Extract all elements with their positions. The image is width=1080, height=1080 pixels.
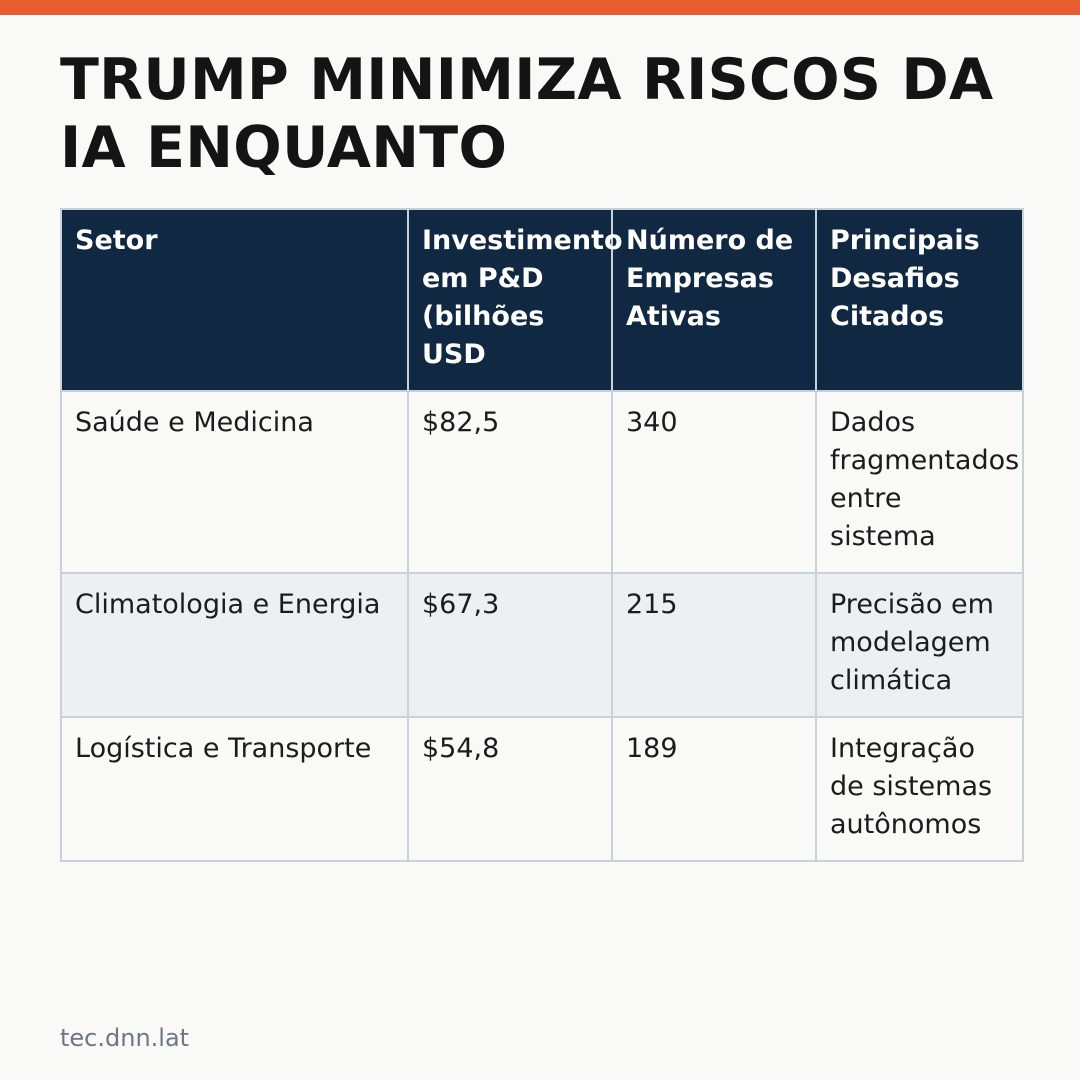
cell-desafios: Precisão em modelagem climática bbox=[815, 572, 1024, 718]
table-row: Logística e Transporte $54,8 189 Integra… bbox=[60, 716, 1024, 862]
cell-investimento: $54,8 bbox=[407, 716, 613, 862]
table-row: Climatologia e Energia $67,3 215 Precisã… bbox=[60, 572, 1024, 718]
cell-setor: Logística e Transporte bbox=[60, 716, 409, 862]
column-header-desafios: Principais Desafios Citados bbox=[815, 208, 1024, 392]
cell-investimento: $82,5 bbox=[407, 390, 613, 574]
cell-investimento: $67,3 bbox=[407, 572, 613, 718]
cell-desafios: Integração de sistemas autônomos bbox=[815, 716, 1024, 862]
table-row: Saúde e Medicina $82,5 340 Dados fragmen… bbox=[60, 390, 1024, 574]
column-header-numero-empresas: Número de Empresas Ativas bbox=[611, 208, 817, 392]
cell-numero-empresas: 189 bbox=[611, 716, 817, 862]
cell-desafios: Dados fragmentados entre sistema bbox=[815, 390, 1024, 574]
page-title: TRUMP MINIMIZA RISCOS DA IA ENQUANTO bbox=[60, 47, 994, 181]
cell-numero-empresas: 215 bbox=[611, 572, 817, 718]
cell-numero-empresas: 340 bbox=[611, 390, 817, 574]
cell-setor: Climatologia e Energia bbox=[60, 572, 409, 718]
table-header-row: Setor Investimento em P&D (bilhões USD N… bbox=[60, 208, 1024, 392]
data-table: Setor Investimento em P&D (bilhões USD N… bbox=[60, 208, 1024, 862]
column-header-setor: Setor bbox=[60, 208, 409, 392]
cell-setor: Saúde e Medicina bbox=[60, 390, 409, 574]
accent-bar bbox=[0, 0, 1080, 15]
column-header-investimento: Investimento em P&D (bilhões USD bbox=[407, 208, 623, 392]
footer-source: tec.dnn.lat bbox=[60, 1024, 190, 1052]
